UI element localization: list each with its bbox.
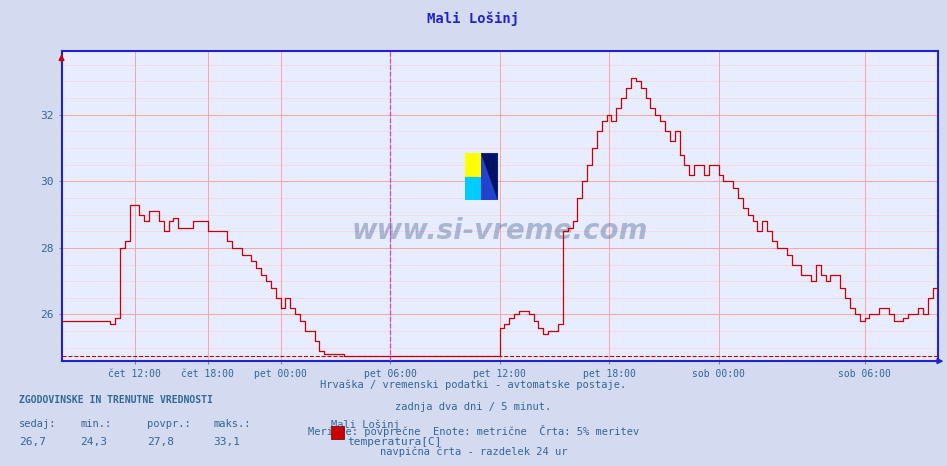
Text: zadnja dva dni / 5 minut.: zadnja dva dni / 5 minut. xyxy=(396,402,551,412)
Text: min.:: min.: xyxy=(80,419,112,429)
Bar xyxy=(465,153,481,177)
Text: 24,3: 24,3 xyxy=(80,437,108,447)
Text: maks.:: maks.: xyxy=(213,419,251,429)
Text: Meritve: povprečne  Enote: metrične  Črta: 5% meritev: Meritve: povprečne Enote: metrične Črta:… xyxy=(308,425,639,437)
Bar xyxy=(465,177,481,200)
Polygon shape xyxy=(481,153,498,200)
Text: navpična črta - razdelek 24 ur: navpična črta - razdelek 24 ur xyxy=(380,447,567,458)
Text: www.si-vreme.com: www.si-vreme.com xyxy=(351,217,648,245)
Bar xyxy=(481,153,498,200)
Text: sedaj:: sedaj: xyxy=(19,419,57,429)
Text: temperatura[C]: temperatura[C] xyxy=(348,437,442,447)
Text: 27,8: 27,8 xyxy=(147,437,174,447)
Text: povpr.:: povpr.: xyxy=(147,419,190,429)
Text: ZGODOVINSKE IN TRENUTNE VREDNOSTI: ZGODOVINSKE IN TRENUTNE VREDNOSTI xyxy=(19,396,213,405)
Text: Mali Lošinj: Mali Lošinj xyxy=(331,419,401,430)
Text: 33,1: 33,1 xyxy=(213,437,241,447)
Text: Hrvaška / vremenski podatki - avtomatske postaje.: Hrvaška / vremenski podatki - avtomatske… xyxy=(320,380,627,391)
Text: 26,7: 26,7 xyxy=(19,437,46,447)
Text: Mali Lošinj: Mali Lošinj xyxy=(427,12,520,26)
